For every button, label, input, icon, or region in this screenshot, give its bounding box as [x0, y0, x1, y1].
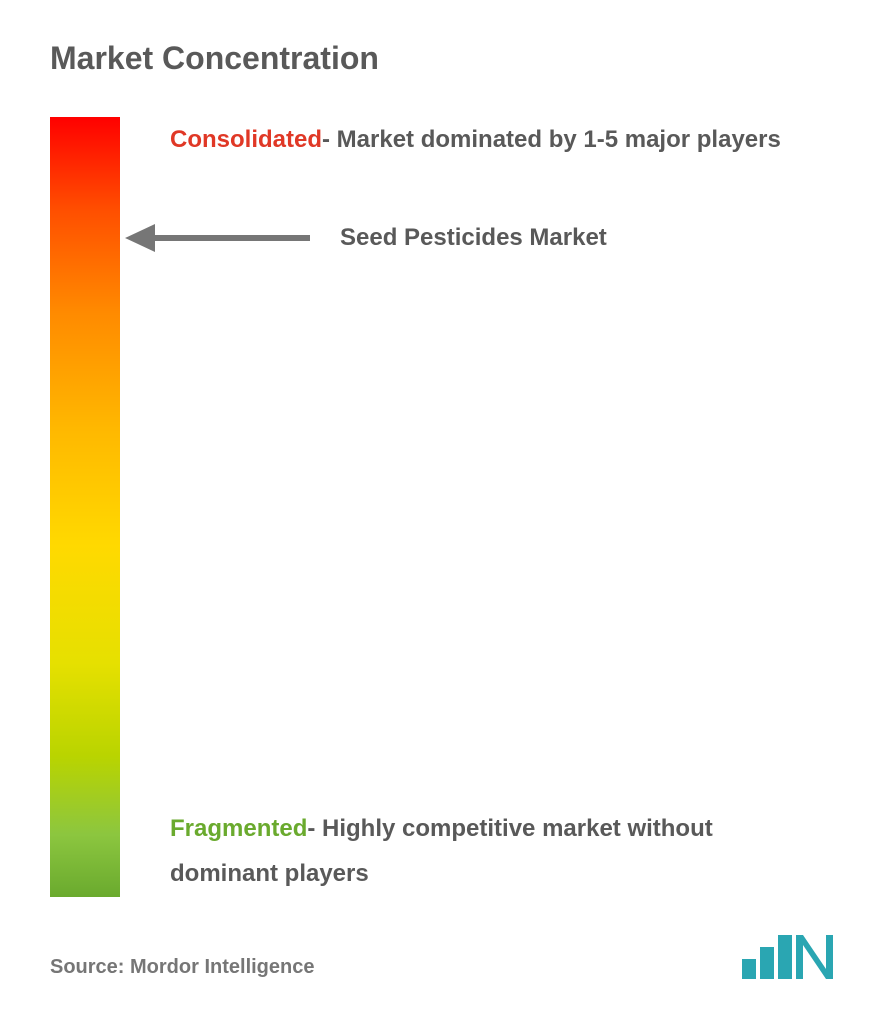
- gradient-scale-bar: [50, 117, 120, 897]
- logo-icon: [740, 933, 835, 979]
- arrow-left-icon: [125, 222, 310, 254]
- consolidated-keyword: Consolidated: [170, 126, 322, 153]
- mordor-logo: [740, 933, 835, 979]
- market-name-label: Seed Pesticides Market: [340, 224, 607, 252]
- fragmented-keyword: Fragmented: [170, 815, 307, 842]
- source-attribution: Source: Mordor Intelligence: [50, 956, 314, 979]
- concentration-diagram: Consolidated- Market dominated by 1-5 ma…: [50, 117, 835, 897]
- consolidated-description: - Market dominated by 1-5 major players: [322, 126, 781, 153]
- consolidated-label: Consolidated- Market dominated by 1-5 ma…: [170, 117, 825, 163]
- footer: Source: Mordor Intelligence: [50, 933, 835, 979]
- page-title: Market Concentration: [50, 40, 835, 77]
- market-indicator: Seed Pesticides Market: [125, 222, 607, 254]
- fragmented-label: Fragmented- Highly competitive market wi…: [170, 806, 825, 897]
